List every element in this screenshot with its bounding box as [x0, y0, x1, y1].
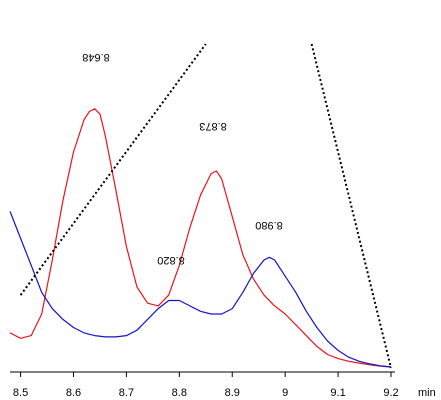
trace-line-1	[9, 108, 392, 368]
x-tick-label: 9.2	[383, 387, 398, 399]
x-tick-label: 8.7	[119, 387, 134, 399]
peak-annotations: 8.648 8.873 8.820 8.980	[82, 51, 283, 266]
x-tick-label: 9	[282, 387, 288, 399]
peak-label-8-980: 8.980	[255, 219, 283, 231]
x-tick-label: 8.6	[66, 387, 81, 399]
peak-label-8-820: 8.820	[157, 254, 185, 266]
x-tick-label: 8.5	[13, 387, 28, 399]
baseline-marker-line-2	[310, 43, 392, 369]
peak-label-8-648: 8.648	[82, 51, 110, 63]
x-ticks: 8.5 8.6 8.7 8.8 8.9 9 9.1 9.2	[13, 372, 399, 399]
x-tick-label: 8.9	[225, 387, 240, 399]
x-tick-label: 8.8	[172, 387, 187, 399]
x-tick-label: 9.1	[330, 387, 345, 399]
trace-line-2	[9, 211, 392, 368]
series-layer	[9, 43, 392, 369]
peak-label-8-873: 8.873	[199, 120, 227, 132]
x-axis-label: min	[418, 387, 436, 399]
